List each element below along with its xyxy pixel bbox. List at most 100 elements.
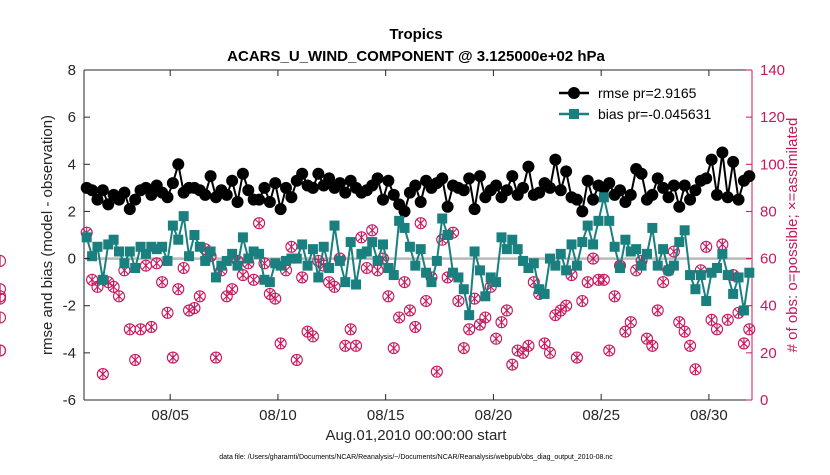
obs-assimilated-point [416, 218, 426, 229]
bias-point [394, 215, 405, 226]
obs-possible-point [705, 313, 718, 326]
rmse-point [269, 177, 282, 190]
legend-rmse-label: rmse pr=2.9165 [598, 85, 697, 101]
bias-point [690, 284, 701, 295]
obs-assimilated-point [109, 281, 119, 292]
obs-assimilated-point [168, 352, 178, 363]
legend-bias-label: bias pr=-0.045631 [598, 106, 711, 122]
bias-point [291, 253, 302, 264]
rmse-point [96, 184, 109, 197]
obs-possible-point [0, 292, 7, 305]
obs-assimilated-point [141, 260, 151, 271]
obs-possible-point [414, 217, 427, 230]
bias-point [636, 260, 647, 271]
rmse-point [436, 172, 449, 185]
bias-point [722, 270, 733, 281]
obs-assimilated-point [744, 324, 754, 335]
obs-assimilated-point [712, 324, 722, 335]
bias-point [604, 215, 615, 226]
bias-point [588, 239, 599, 250]
obs-assimilated-point [152, 258, 162, 269]
rmse-point [102, 198, 115, 211]
x-axis-label: Aug.01,2010 00:00:00 start [326, 427, 508, 444]
bias-point [528, 258, 539, 269]
rmse-point [86, 184, 99, 197]
obs-possible-point [490, 332, 503, 345]
x-tick-label: 08/15 [367, 407, 405, 424]
obs-assimilated-point [604, 345, 614, 356]
bias-point [130, 263, 141, 273]
bias-point [485, 272, 496, 283]
obs-possible-point [651, 304, 664, 317]
bias-point [582, 220, 593, 231]
rmse-point [500, 184, 513, 197]
x-tick-label: 08/25 [582, 407, 620, 424]
y-tick-label-right: 20 [760, 345, 777, 362]
rmse-point [657, 181, 670, 194]
bias-point [410, 260, 421, 271]
obs-assimilated-point [701, 241, 711, 252]
chart-title: Tropics [389, 26, 442, 43]
obs-assimilated-point [87, 274, 97, 285]
obs-possible-point [145, 320, 158, 333]
bias-point [728, 288, 739, 299]
obs-assimilated-point [540, 338, 549, 349]
obs-assimilated-point [98, 369, 108, 380]
x-tick-label: 08/05 [151, 407, 189, 424]
bias-point [345, 237, 356, 248]
x-tick-label: 08/30 [690, 407, 728, 424]
rmse-point [199, 188, 212, 201]
obs-possible-point [576, 294, 589, 308]
obs-assimilated-point [583, 277, 593, 288]
obs-assimilated-point [621, 326, 630, 337]
obs-assimilated-point [238, 270, 248, 281]
x-tick-label: 08/20 [475, 407, 513, 424]
rmse-point [145, 188, 158, 201]
rmse-point [166, 177, 179, 190]
rmse-point [296, 167, 309, 180]
rmse-point [473, 170, 486, 183]
obs-assimilated-point [297, 272, 307, 283]
legend: rmse pr=2.9165 bias pr=-0.045631 [553, 80, 745, 126]
rmse-point [581, 174, 594, 187]
bias-point [701, 296, 712, 306]
rmse-point [727, 155, 740, 168]
obs-assimilated-point [389, 343, 399, 354]
bias-point [561, 265, 572, 276]
bias-point [108, 234, 119, 245]
y-axis-label-left: rmse and bias (model - observation) [39, 115, 56, 355]
obs-assimilated-point [114, 291, 124, 302]
rmse-series-group [80, 146, 756, 218]
bias-point [351, 279, 362, 290]
bias-point [97, 274, 108, 285]
bias-point [103, 239, 114, 250]
obs-possible-point [452, 294, 465, 308]
rmse-point [312, 167, 325, 180]
bias-point [275, 260, 286, 271]
obs-assimilated-point [405, 305, 415, 316]
bias-point [356, 248, 367, 259]
obs-possible-point [603, 344, 616, 357]
rmse-point [274, 203, 287, 216]
bias-point [140, 248, 151, 259]
bias-point [324, 263, 335, 273]
obs-possible-point [430, 365, 443, 378]
obs-assimilated-point [130, 354, 140, 365]
rmse-point [398, 205, 411, 218]
bias-point [254, 248, 265, 259]
bias-point [270, 258, 281, 269]
bias-point [577, 237, 588, 248]
rmse-point [333, 177, 346, 190]
obs-assimilated-point [626, 317, 636, 328]
obs-assimilated-point [572, 352, 582, 363]
obs-possible-point [382, 290, 395, 303]
bias-point [631, 244, 642, 255]
obs-assimilated-point [330, 281, 339, 292]
bias-point [706, 267, 717, 278]
bias-series-group [81, 192, 755, 321]
rmse-point [684, 193, 697, 206]
obs-assimilated-point [211, 352, 221, 363]
y-tick-label-right: 40 [760, 298, 777, 315]
obs-assimilated-point [561, 300, 571, 311]
rmse-point [635, 167, 648, 180]
